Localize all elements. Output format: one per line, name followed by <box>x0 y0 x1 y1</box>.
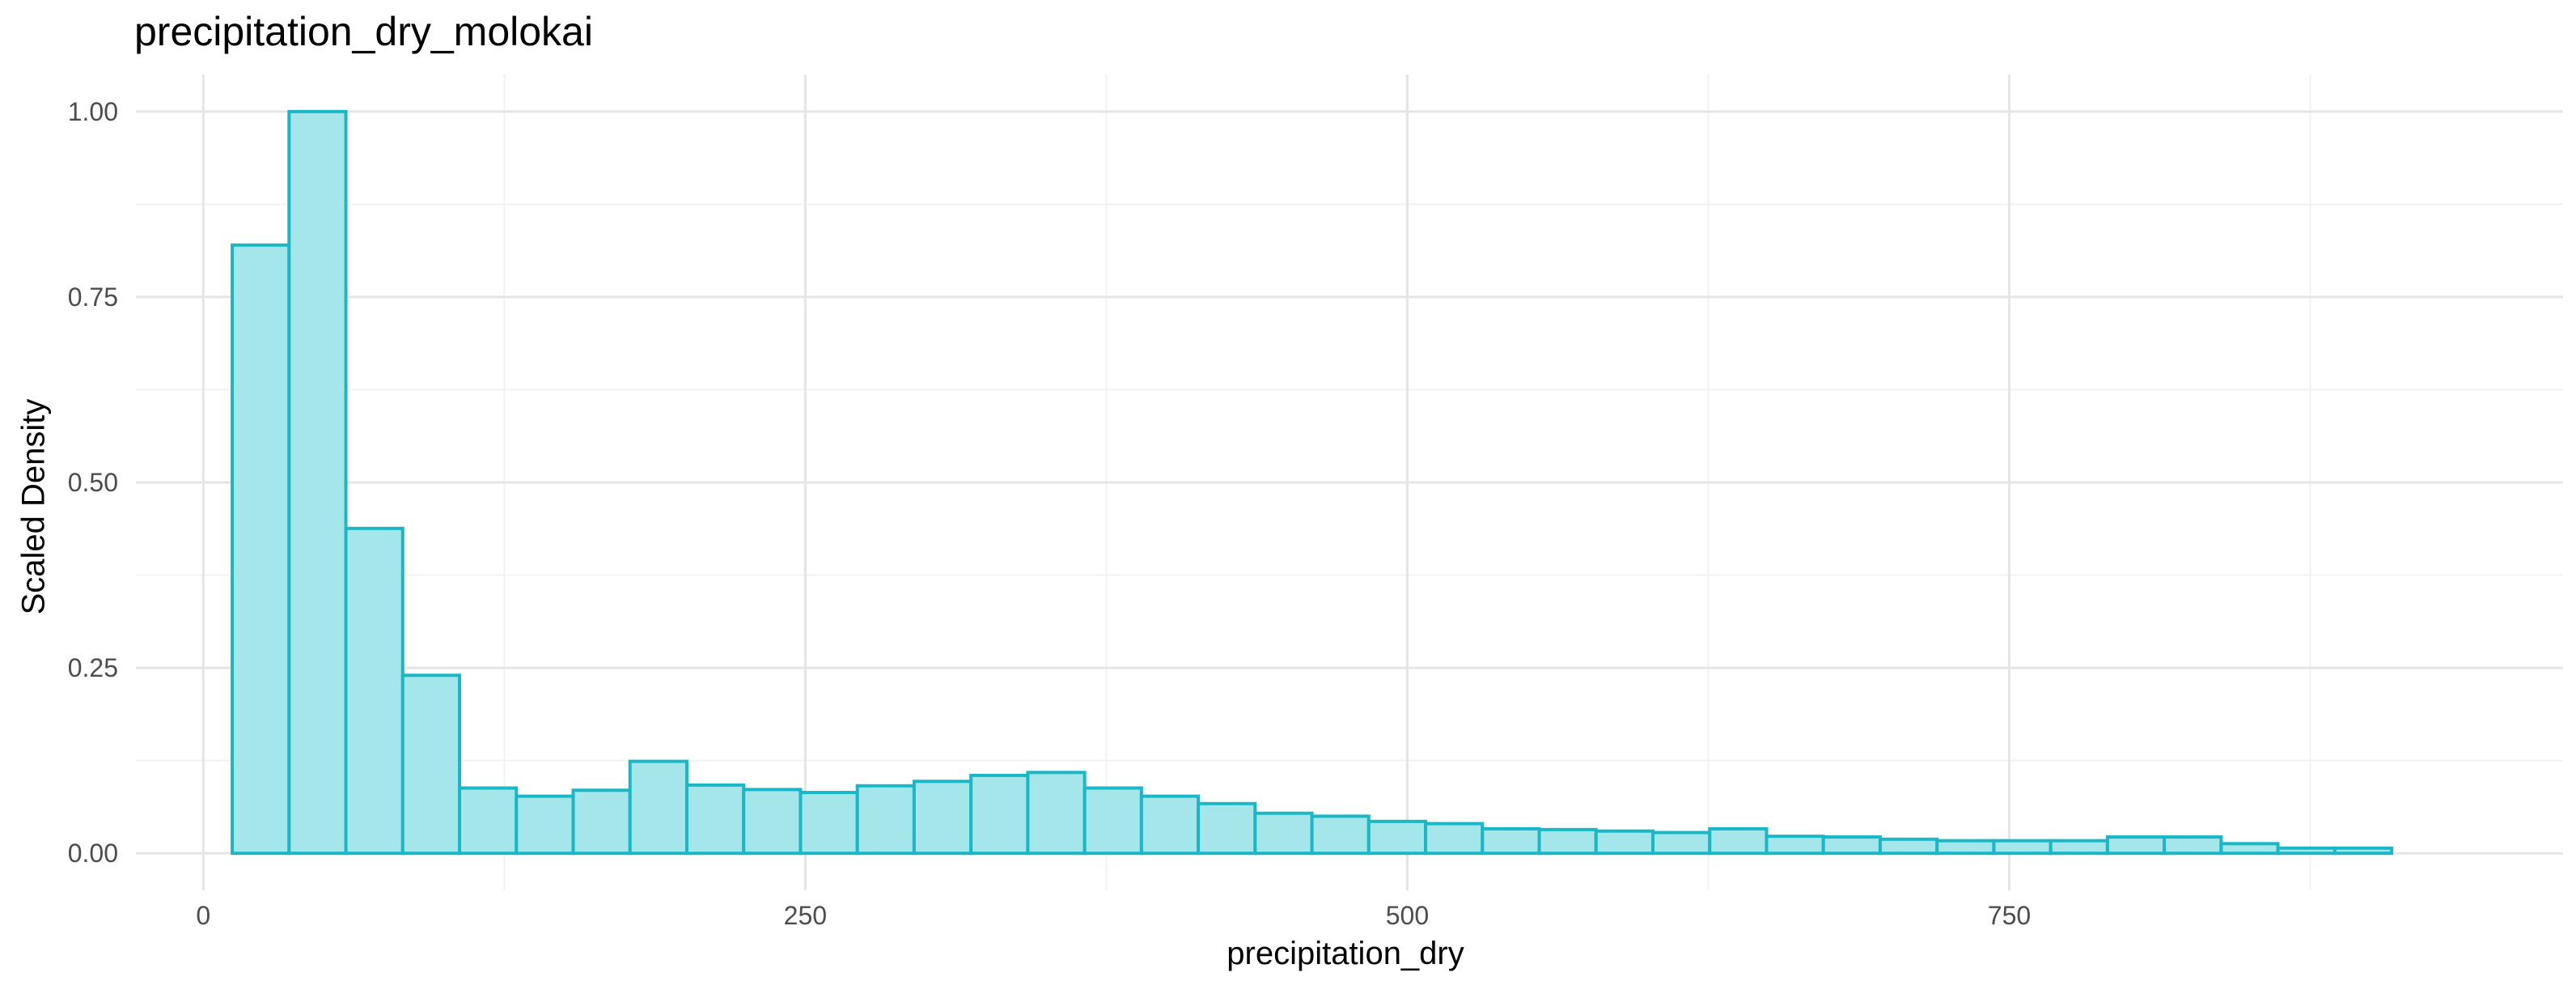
histogram-bar <box>1821 835 1882 856</box>
histogram-bar <box>2332 846 2394 856</box>
histogram-bar <box>2049 839 2109 856</box>
histogram-bar <box>855 784 916 856</box>
y-tick-label: 0.50 <box>68 468 118 497</box>
histogram-bar <box>742 788 803 856</box>
histogram-bar <box>628 759 688 856</box>
tick-labels: 0 250 500 750 0.00 0.25 0.50 0.75 1.00 <box>68 97 2031 930</box>
histogram-bar <box>1708 826 1769 856</box>
histogram-bar <box>1310 814 1371 856</box>
histogram-bar <box>571 788 632 856</box>
y-tick-label: 0.25 <box>68 653 118 682</box>
x-axis-label: precipitation_dry <box>1227 936 1464 971</box>
histogram-bar <box>969 773 1030 856</box>
histogram-bar <box>912 779 973 856</box>
histogram-bar <box>344 526 405 856</box>
histogram-bar <box>1139 794 1201 856</box>
x-tick-label: 750 <box>1988 901 2031 930</box>
histogram-bar <box>1366 819 1428 856</box>
y-axis-label: Scaled Density <box>15 398 52 615</box>
histogram-bar <box>287 109 348 856</box>
histogram-bar <box>2105 835 2167 856</box>
y-tick-label: 0.00 <box>68 839 118 868</box>
y-tick-label: 1.00 <box>68 97 118 126</box>
histogram-bar <box>1992 839 2053 856</box>
x-tick-label: 0 <box>196 901 210 930</box>
x-tick-label: 250 <box>784 901 827 930</box>
histogram-bar <box>1651 830 1712 856</box>
histogram-bar <box>1935 839 1996 856</box>
y-tick-label: 0.75 <box>68 282 118 312</box>
histogram-bar <box>1878 837 1939 856</box>
histogram-bar <box>1197 801 1257 856</box>
histogram-bar <box>400 673 461 856</box>
histogram-bar <box>1537 827 1598 856</box>
histogram-bar <box>799 791 859 856</box>
x-tick-label: 500 <box>1386 901 1429 930</box>
histogram-bar <box>458 786 519 856</box>
histogram-bar <box>1765 835 1825 856</box>
histogram-bar <box>684 783 746 856</box>
histogram-bar <box>1083 786 1143 856</box>
chart-title: precipitation_dry_molokai <box>134 9 593 54</box>
histogram-bar <box>2219 842 2280 856</box>
histogram-bar <box>1424 822 1485 856</box>
histogram-bar <box>231 243 291 856</box>
histogram-bar <box>2276 846 2337 856</box>
histogram-bar <box>2163 835 2223 856</box>
histogram-bar <box>1026 771 1087 856</box>
gridlines <box>136 74 2563 890</box>
histogram-bar <box>1594 829 1655 856</box>
histogram-bar <box>1481 826 1541 856</box>
histogram-bars <box>231 109 2394 856</box>
histogram-bar <box>1253 811 1314 856</box>
histogram-bar <box>515 794 575 856</box>
